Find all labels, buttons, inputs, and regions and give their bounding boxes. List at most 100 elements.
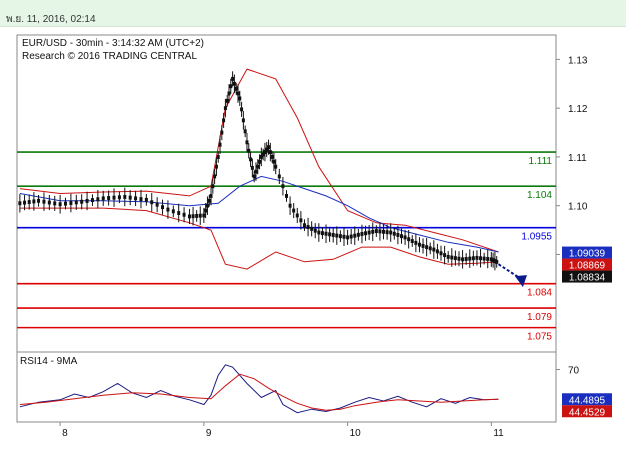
price-tag-2	[562, 270, 612, 283]
price-tag-1	[562, 258, 612, 271]
x-tick-label: 11	[493, 428, 504, 439]
price-bar-body	[324, 231, 328, 236]
price-bar-body	[58, 202, 62, 207]
price-bar-body	[486, 257, 490, 261]
price-bar-body	[364, 231, 368, 236]
bollinger-upper-line	[19, 68, 499, 253]
price-bar-body	[453, 256, 457, 261]
timestamp: พ.ย. 11, 2016, 02:14	[6, 14, 96, 25]
price-bar-body	[346, 235, 350, 240]
x-tick-label: 8	[62, 428, 68, 439]
price-bar-body	[328, 232, 332, 237]
price-bar-body	[155, 202, 159, 207]
price-bar-body	[139, 197, 143, 202]
rsi-tag-label-1: 44.4529	[569, 407, 606, 418]
price-bar-body	[367, 230, 371, 235]
level-label-3: 1.084	[527, 288, 552, 299]
price-bar-body	[243, 129, 247, 134]
price-bar-body	[96, 197, 100, 202]
price-bar-body	[432, 247, 436, 252]
price-bar-body	[202, 213, 206, 218]
price-bar-body	[69, 201, 73, 205]
price-bar-body	[258, 159, 262, 164]
price-bar-body	[225, 98, 229, 103]
price-bar-body	[231, 76, 235, 81]
price-bar-body	[107, 196, 111, 200]
price-bar-body	[236, 91, 240, 96]
price-bar-body	[461, 257, 465, 262]
price-bar-body	[218, 142, 222, 147]
price-bar-body	[491, 258, 495, 263]
price-bar-body	[493, 259, 497, 263]
price-bar-body	[101, 196, 105, 201]
price-bar-body	[64, 201, 68, 206]
price-bar-body	[410, 239, 414, 244]
price-bar-body	[261, 152, 265, 157]
price-bar-body	[134, 196, 138, 201]
bollinger-lower-line	[19, 207, 499, 270]
price-tag-label-2: 1.08834	[569, 273, 606, 284]
price-bar-body	[428, 246, 432, 251]
price-bar-body	[191, 214, 195, 219]
rsi-series-line-1	[19, 373, 499, 411]
forecast-arrow-shaft	[497, 263, 521, 279]
price-bar-body	[450, 255, 454, 260]
price-bar-body	[270, 154, 274, 159]
price-bar-body	[161, 205, 165, 210]
price-bar-body	[254, 169, 258, 174]
price-bar-body	[195, 213, 199, 218]
x-tick-label: 9	[206, 428, 212, 439]
header-bar: พ.ย. 11, 2016, 02:14	[0, 0, 626, 27]
price-bar-body	[349, 234, 353, 239]
price-bar-body	[356, 232, 360, 237]
price-bar-body	[295, 213, 299, 218]
price-bar-body	[229, 84, 233, 89]
price-bar-body	[399, 234, 403, 239]
price-tag-label-1: 1.08869	[569, 261, 606, 272]
x-tick-label: 10	[350, 428, 362, 439]
price-bar-body	[281, 184, 285, 189]
price-bar-body	[18, 201, 22, 206]
price-bar-body	[245, 140, 249, 145]
price-bar-body	[471, 256, 475, 261]
price-bar-body	[265, 147, 269, 152]
price-bar-body	[385, 230, 389, 235]
price-bar-body	[285, 193, 288, 198]
price-bar-body	[213, 174, 217, 179]
price-bar-body	[331, 233, 335, 237]
price-bar-body	[403, 235, 407, 240]
price-bar-body	[479, 256, 483, 261]
price-bar-body	[227, 91, 231, 96]
price-bar-body	[216, 154, 220, 159]
price-bar-body	[382, 229, 386, 234]
forecast-arrow-head	[514, 275, 527, 288]
price-bar-body	[475, 255, 479, 260]
price-bar-body	[117, 195, 121, 200]
price-y-tick-label: 1.12	[568, 104, 588, 115]
rsi-series-line-0	[19, 364, 499, 414]
price-bar-body	[317, 230, 321, 235]
price-bar-body	[47, 200, 51, 205]
price-bar-body	[299, 218, 303, 223]
level-label-5: 1.075	[527, 332, 552, 343]
rsi-panel	[16, 351, 557, 423]
price-bar-body	[80, 199, 84, 204]
price-bar-body	[425, 245, 429, 250]
price-bar-body	[267, 145, 271, 150]
price-bar-body	[457, 256, 461, 261]
price-bar-body	[42, 199, 46, 204]
rsi-title: RSI14 - 9MA	[20, 356, 78, 367]
chart-title: EUR/USD - 30min - 3:14:32 AM (UTC+2)	[22, 38, 204, 49]
price-bar-body	[32, 199, 36, 204]
price-bar-body	[435, 249, 439, 254]
price-bar-body	[223, 106, 227, 111]
price-bar-body	[371, 229, 375, 234]
price-bar-body	[268, 150, 272, 154]
price-bar-body	[292, 208, 296, 213]
price-bar-body	[407, 237, 411, 242]
price-bar-body	[252, 174, 256, 179]
price-bar-body	[182, 212, 186, 217]
price-tag-0	[562, 246, 612, 259]
price-bar-body	[214, 164, 218, 169]
price-bar-body	[220, 130, 224, 135]
